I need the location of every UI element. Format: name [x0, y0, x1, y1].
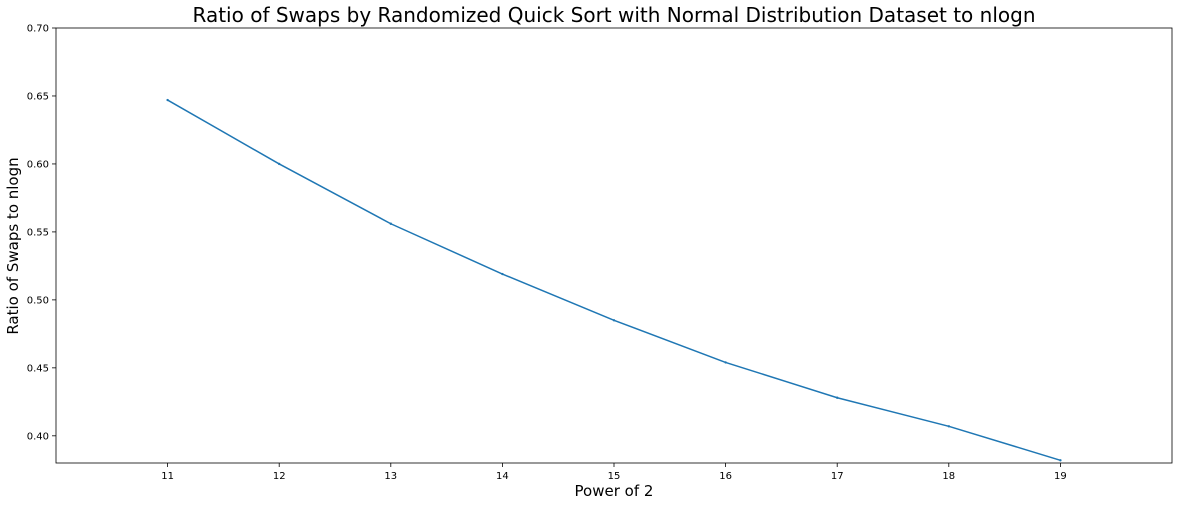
x-tick-label: 19 — [1054, 471, 1067, 482]
y-tick-label: 0.65 — [27, 91, 49, 102]
x-tick-label: 13 — [384, 471, 397, 482]
x-tick-label: 15 — [608, 471, 621, 482]
x-tick-label: 17 — [831, 471, 844, 482]
x-tick-label: 14 — [496, 471, 509, 482]
data-point — [612, 319, 616, 322]
x-axis-label: Power of 2 — [575, 482, 654, 500]
x-tick-label: 16 — [719, 471, 732, 482]
data-point — [947, 425, 950, 428]
data-point — [836, 396, 839, 399]
y-tick-label: 0.45 — [27, 363, 49, 374]
data-point — [724, 361, 727, 364]
y-tick-label: 0.40 — [27, 431, 49, 442]
data-point — [278, 162, 281, 166]
data-point — [501, 272, 504, 276]
data-point — [1059, 459, 1062, 462]
x-tick-label: 12 — [273, 471, 286, 482]
y-axis-ticks: 0.40 0.45 0.50 0.55 0.60 0.65 0.70 — [27, 24, 56, 442]
y-tick-label: 0.60 — [27, 159, 49, 170]
y-tick-label: 0.70 — [27, 24, 49, 35]
data-point — [389, 222, 392, 225]
x-tick-label: 11 — [161, 471, 174, 482]
y-tick-label: 0.50 — [27, 295, 49, 306]
y-tick-label: 0.55 — [27, 227, 49, 238]
data-point — [166, 98, 169, 102]
x-tick-label: 18 — [942, 471, 955, 482]
chart-title: Ratio of Swaps by Randomized Quick Sort … — [193, 3, 1036, 27]
y-axis-label: Ratio of Swaps to nlogn — [4, 157, 22, 334]
x-axis-ticks: 11 12 13 14 15 16 17 18 19 — [161, 463, 1067, 482]
